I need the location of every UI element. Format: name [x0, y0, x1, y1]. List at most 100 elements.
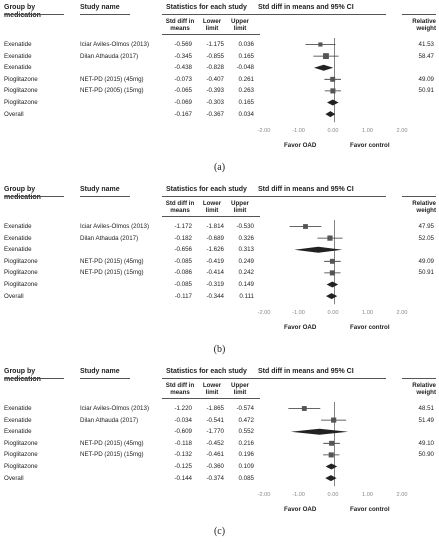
subheader-weight: Relative weight: [412, 200, 436, 214]
row-weight: 52.05: [418, 234, 434, 242]
row-lower-limit: -0.419: [206, 257, 224, 265]
header-rule: [80, 14, 130, 15]
row-study: Iciar Aviles-Olmos (2013): [80, 41, 150, 48]
panel-caption: (b): [213, 344, 226, 356]
row-lower-limit: -1.175: [206, 41, 224, 48]
row-study: NET-PD (2015) (45mg): [80, 257, 144, 265]
row-std-diff: -0.065: [174, 87, 192, 95]
subtotal-diamond: [290, 428, 349, 435]
row-group: Pioglitazone: [4, 269, 38, 277]
axis-tick-label: -2.00: [257, 128, 271, 135]
row-lower-limit: -1.814: [206, 223, 224, 230]
header-rule: [4, 378, 64, 379]
header-rule: [80, 378, 130, 379]
row-weight: 49.09: [418, 75, 434, 83]
point-estimate-square: [330, 88, 336, 94]
axis-tick-label: 1.00: [362, 310, 373, 317]
row-std-diff: -0.086: [174, 269, 192, 277]
axis-tick-label: 1.00: [362, 128, 373, 135]
header-rule: [162, 14, 260, 15]
overall-diamond: [325, 111, 336, 118]
axis-tick-label: -1.00: [292, 492, 305, 499]
row-upper-limit: 0.111: [239, 292, 254, 300]
favor-right-label: Favor control: [350, 506, 390, 514]
subheader-rule: [162, 398, 260, 399]
point-estimate-square: [329, 270, 335, 276]
header-ci: Std diff in means and 95% CI: [258, 368, 354, 375]
subtotal-diamond: [294, 246, 343, 253]
axis-tick-label: 2.00: [396, 310, 408, 317]
row-upper-limit: 0.109: [238, 463, 254, 470]
row-study: Iciar Aviles-Olmos (2013): [80, 405, 150, 412]
point-estimate-square: [327, 235, 333, 241]
axis-tick-label: 1.00: [362, 492, 373, 499]
header-group: Group by medication: [4, 4, 41, 19]
forest-panel: Group by medication Study name Statistics …: [0, 368, 439, 548]
row-std-diff: -0.117: [174, 292, 192, 300]
row-weight: 49.10: [418, 439, 434, 447]
point-estimate-square: [328, 452, 334, 458]
subheader-std-diff: Std diff in means: [165, 18, 195, 32]
row-weight: 50.90: [418, 451, 434, 459]
favor-left-label: Favor OAD: [284, 506, 317, 514]
row-std-diff: -0.438: [174, 64, 192, 72]
row-study: NET-PD (2015) (45mg): [80, 75, 144, 83]
row-std-diff: -0.118: [174, 439, 192, 447]
row-upper-limit: 0.149: [238, 281, 254, 288]
row-group: Exenatide: [4, 52, 32, 60]
row-std-diff: -0.125: [174, 463, 192, 470]
subtotal-diamond: [327, 99, 339, 106]
header-rule: [162, 196, 260, 197]
row-std-diff: -1.220: [174, 405, 192, 412]
forest-plot-area: [289, 220, 343, 305]
header-ci: Std diff in means and 95% CI: [258, 186, 354, 193]
row-lower-limit: -0.541: [206, 416, 224, 424]
row-lower-limit: -0.855: [206, 52, 224, 60]
row-upper-limit: 0.242: [238, 269, 254, 277]
row-weight: 47.95: [418, 223, 434, 230]
subheader-rule: [162, 34, 260, 35]
header-rule: [80, 196, 130, 197]
row-std-diff: -0.345: [174, 52, 192, 60]
row-group: Exenatide: [4, 41, 32, 48]
row-group: Pioglitazone: [4, 451, 38, 459]
row-study: NET-PD (2005) (15mg): [80, 87, 144, 95]
row-group: Overall: [4, 110, 24, 118]
favor-right-label: Favor control: [350, 142, 390, 150]
row-weight: 49.09: [418, 257, 434, 265]
row-group: Pioglitazone: [4, 257, 38, 265]
row-lower-limit: -0.407: [206, 75, 224, 83]
row-std-diff: -0.085: [174, 257, 192, 265]
row-study: NET-PD (2015) (45mg): [80, 439, 144, 447]
header-group: Group by medication: [4, 368, 41, 383]
header-stats: Statistics for each study: [166, 186, 247, 193]
header-rule: [162, 378, 260, 379]
row-group: Pioglitazone: [4, 439, 38, 447]
row-std-diff: -0.656: [174, 246, 192, 254]
axis-tick-label: -2.00: [257, 310, 271, 317]
row-std-diff: -0.069: [174, 99, 192, 106]
row-lower-limit: -0.344: [206, 292, 224, 300]
axis-tick-label: 0.00: [327, 310, 339, 317]
row-upper-limit: 0.196: [238, 451, 254, 459]
row-group: Exenatide: [4, 428, 32, 436]
subheader-upper: Upper limit: [231, 200, 249, 214]
row-group: Pioglitazone: [4, 87, 38, 95]
row-upper-limit: 0.326: [238, 234, 254, 242]
favor-left-label: Favor OAD: [284, 142, 317, 150]
axis-tick-label: 0.00: [327, 128, 339, 135]
row-upper-limit: -0.530: [236, 223, 254, 230]
row-study: NET-PD (2015) (15mg): [80, 451, 144, 459]
header-study: Study name: [80, 368, 120, 375]
row-study: Dilan Athauda (2017): [80, 416, 139, 424]
row-lower-limit: -0.367: [206, 110, 224, 118]
axis-tick-label: -1.00: [292, 128, 305, 135]
row-group: Pioglitazone: [4, 281, 38, 288]
header-ci: Std diff in means and 95% CI: [258, 4, 354, 11]
subheader-lower: Lower limit: [202, 200, 222, 214]
row-lower-limit: -1.626: [206, 246, 224, 254]
row-upper-limit: 0.249: [238, 257, 254, 265]
row-lower-limit: -0.360: [206, 463, 224, 470]
header-rule: [402, 196, 436, 197]
row-group: Pioglitazone: [4, 99, 38, 106]
